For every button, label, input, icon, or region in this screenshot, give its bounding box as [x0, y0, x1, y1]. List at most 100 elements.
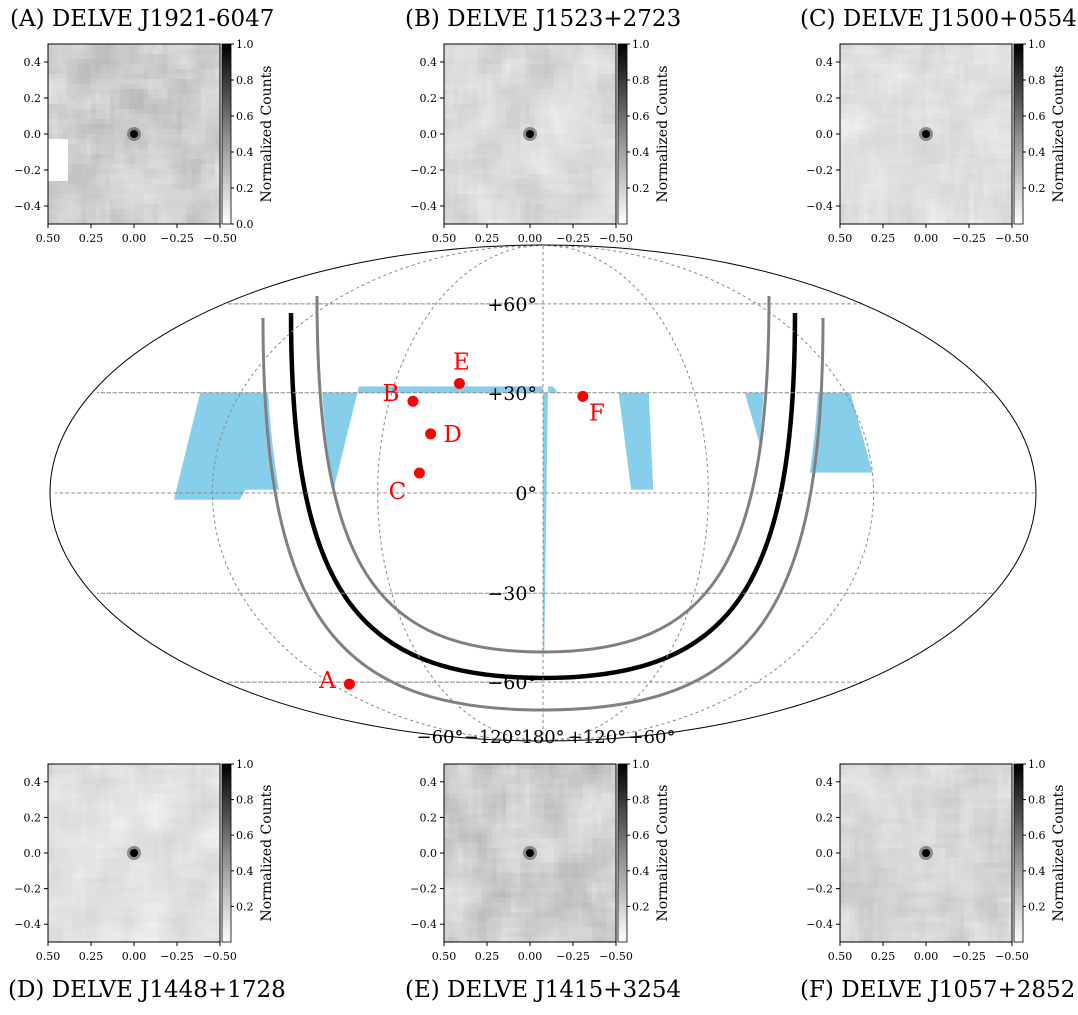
x-tick-label: 0.50	[432, 950, 457, 963]
y-tick-label: 0.4	[816, 776, 834, 789]
x-tick-label: 0.00	[518, 232, 543, 245]
x-tick-label: −0.25	[952, 232, 986, 245]
colorbar	[221, 763, 232, 943]
lat-tick-label: 0°	[515, 483, 537, 505]
lon-tick-label: +120°	[568, 727, 626, 748]
y-tick-label: 0.4	[24, 56, 42, 69]
panel-title-b: (B) DELVE J1523+2723	[405, 6, 682, 32]
heatmap-cells	[840, 764, 1013, 943]
lon-gridline	[377, 245, 544, 741]
panel-title-e: (E) DELVE J1415+3254	[405, 977, 682, 1003]
colorbar-tick-label: 0.6	[632, 110, 650, 123]
panel-title-a: (A) DELVE J1921-6047	[10, 6, 275, 32]
colorbar-tick-label: 0.6	[1028, 110, 1046, 123]
y-tick-label: 0.4	[24, 776, 42, 789]
y-tick-label: 0.0	[24, 847, 42, 860]
colorbar	[1013, 43, 1024, 225]
x-tick-label: 0.25	[871, 232, 896, 245]
y-tick-label: 0.4	[420, 56, 438, 69]
colorbar-tick-label: 0.8	[632, 794, 650, 807]
colorbar-tick-label: 0.8	[1028, 74, 1046, 87]
colorbar-tick-label: 1.0	[1028, 38, 1046, 51]
colorbar	[617, 763, 628, 943]
y-tick-label: −0.4	[410, 918, 437, 931]
lat-tick-label: −60°	[487, 672, 537, 694]
colorbar-label: Normalized Counts	[1051, 65, 1067, 202]
colorbar-tick-label: 1.0	[632, 38, 650, 51]
colorbar-tick-label: 1.0	[632, 758, 650, 771]
object-marker-d	[425, 428, 437, 440]
panel-title-f: (F) DELVE J1057+2852	[800, 977, 1076, 1003]
object-marker-a	[343, 678, 355, 690]
colorbar-label: Normalized Counts	[655, 65, 671, 202]
x-tick-label: 0.00	[122, 232, 147, 245]
object-marker-c	[413, 467, 425, 479]
x-tick-label: −0.50	[203, 232, 237, 245]
colorbar-tick-label: 0.0	[236, 218, 254, 231]
y-tick-label: −0.4	[806, 918, 833, 931]
lon-gridline	[211, 245, 544, 741]
colorbar-tick-label: 1.0	[236, 758, 254, 771]
colorbar-label: Normalized Counts	[259, 784, 275, 921]
lon-tick-label: +60°	[629, 727, 676, 748]
heatmap-cells	[444, 764, 617, 943]
y-tick-label: −0.2	[806, 883, 833, 896]
y-tick-label: −0.2	[806, 164, 833, 177]
colorbar-tick-label: 1.0	[236, 38, 254, 51]
peak-marker	[922, 849, 930, 857]
colorbar-label: Normalized Counts	[1051, 784, 1067, 921]
object-marker-b	[407, 395, 419, 407]
colorbar-tick-label: 0.4	[236, 146, 254, 159]
y-tick-label: 0.0	[816, 847, 834, 860]
colorbar-tick-label: 0.8	[1028, 794, 1046, 807]
x-tick-label: −0.25	[556, 950, 590, 963]
lon-gridline	[542, 245, 709, 741]
y-tick-label: −0.2	[410, 883, 437, 896]
peak-marker	[130, 130, 138, 138]
heatmap-cells	[444, 44, 617, 225]
masked-region	[48, 139, 68, 181]
lat-tick-label: +30°	[487, 383, 537, 405]
x-tick-label: 0.25	[475, 950, 500, 963]
y-tick-label: −0.2	[14, 164, 41, 177]
lon-tick-label: −120°	[464, 727, 522, 748]
y-tick-label: 0.4	[816, 56, 834, 69]
y-tick-label: −0.2	[14, 883, 41, 896]
object-label-a: A	[318, 668, 336, 694]
colorbar-tick-label: 0.6	[236, 829, 254, 842]
y-tick-label: 0.0	[420, 128, 438, 141]
x-tick-label: 0.25	[79, 950, 104, 963]
y-tick-label: −0.4	[14, 200, 41, 213]
x-tick-label: −0.25	[160, 232, 194, 245]
x-tick-label: −0.25	[556, 232, 590, 245]
lat-tick-label: +60°	[487, 294, 537, 316]
x-tick-label: 0.25	[871, 950, 896, 963]
colorbar-tick-label: 0.2	[1028, 900, 1046, 913]
colorbar-tick-label: 0.2	[632, 182, 650, 195]
colorbar-tick-label: 1.0	[1028, 758, 1046, 771]
y-tick-label: 0.2	[24, 92, 42, 105]
x-tick-label: −0.50	[599, 232, 633, 245]
colorbar-label: Normalized Counts	[655, 784, 671, 921]
object-marker-e	[453, 378, 465, 390]
y-tick-label: 0.0	[420, 847, 438, 860]
heatmap-panel-f: 0.50 0.25 0.00 −0.25 −0.50 0.4 0.2 0.0 −0.2 −0.4 0…	[806, 758, 1067, 963]
lon-tick-label: 180°	[521, 727, 564, 748]
colorbar-tick-label: 0.6	[1028, 829, 1046, 842]
colorbar-tick-label: 0.8	[632, 74, 650, 87]
y-tick-label: 0.2	[420, 811, 438, 824]
x-tick-label: 0.00	[914, 950, 939, 963]
object-label-b: B	[383, 381, 400, 407]
x-tick-label: 0.50	[36, 232, 61, 245]
colorbar	[221, 43, 232, 225]
graticule	[55, 245, 1036, 741]
x-tick-label: 0.00	[914, 232, 939, 245]
colorbar-label: Normalized Counts	[259, 65, 275, 202]
y-tick-label: 0.2	[816, 811, 834, 824]
x-tick-label: 0.50	[828, 232, 853, 245]
x-tick-label: 0.50	[432, 232, 457, 245]
y-tick-label: −0.2	[410, 164, 437, 177]
map-outline	[49, 244, 1037, 742]
x-tick-label: −0.50	[599, 950, 633, 963]
